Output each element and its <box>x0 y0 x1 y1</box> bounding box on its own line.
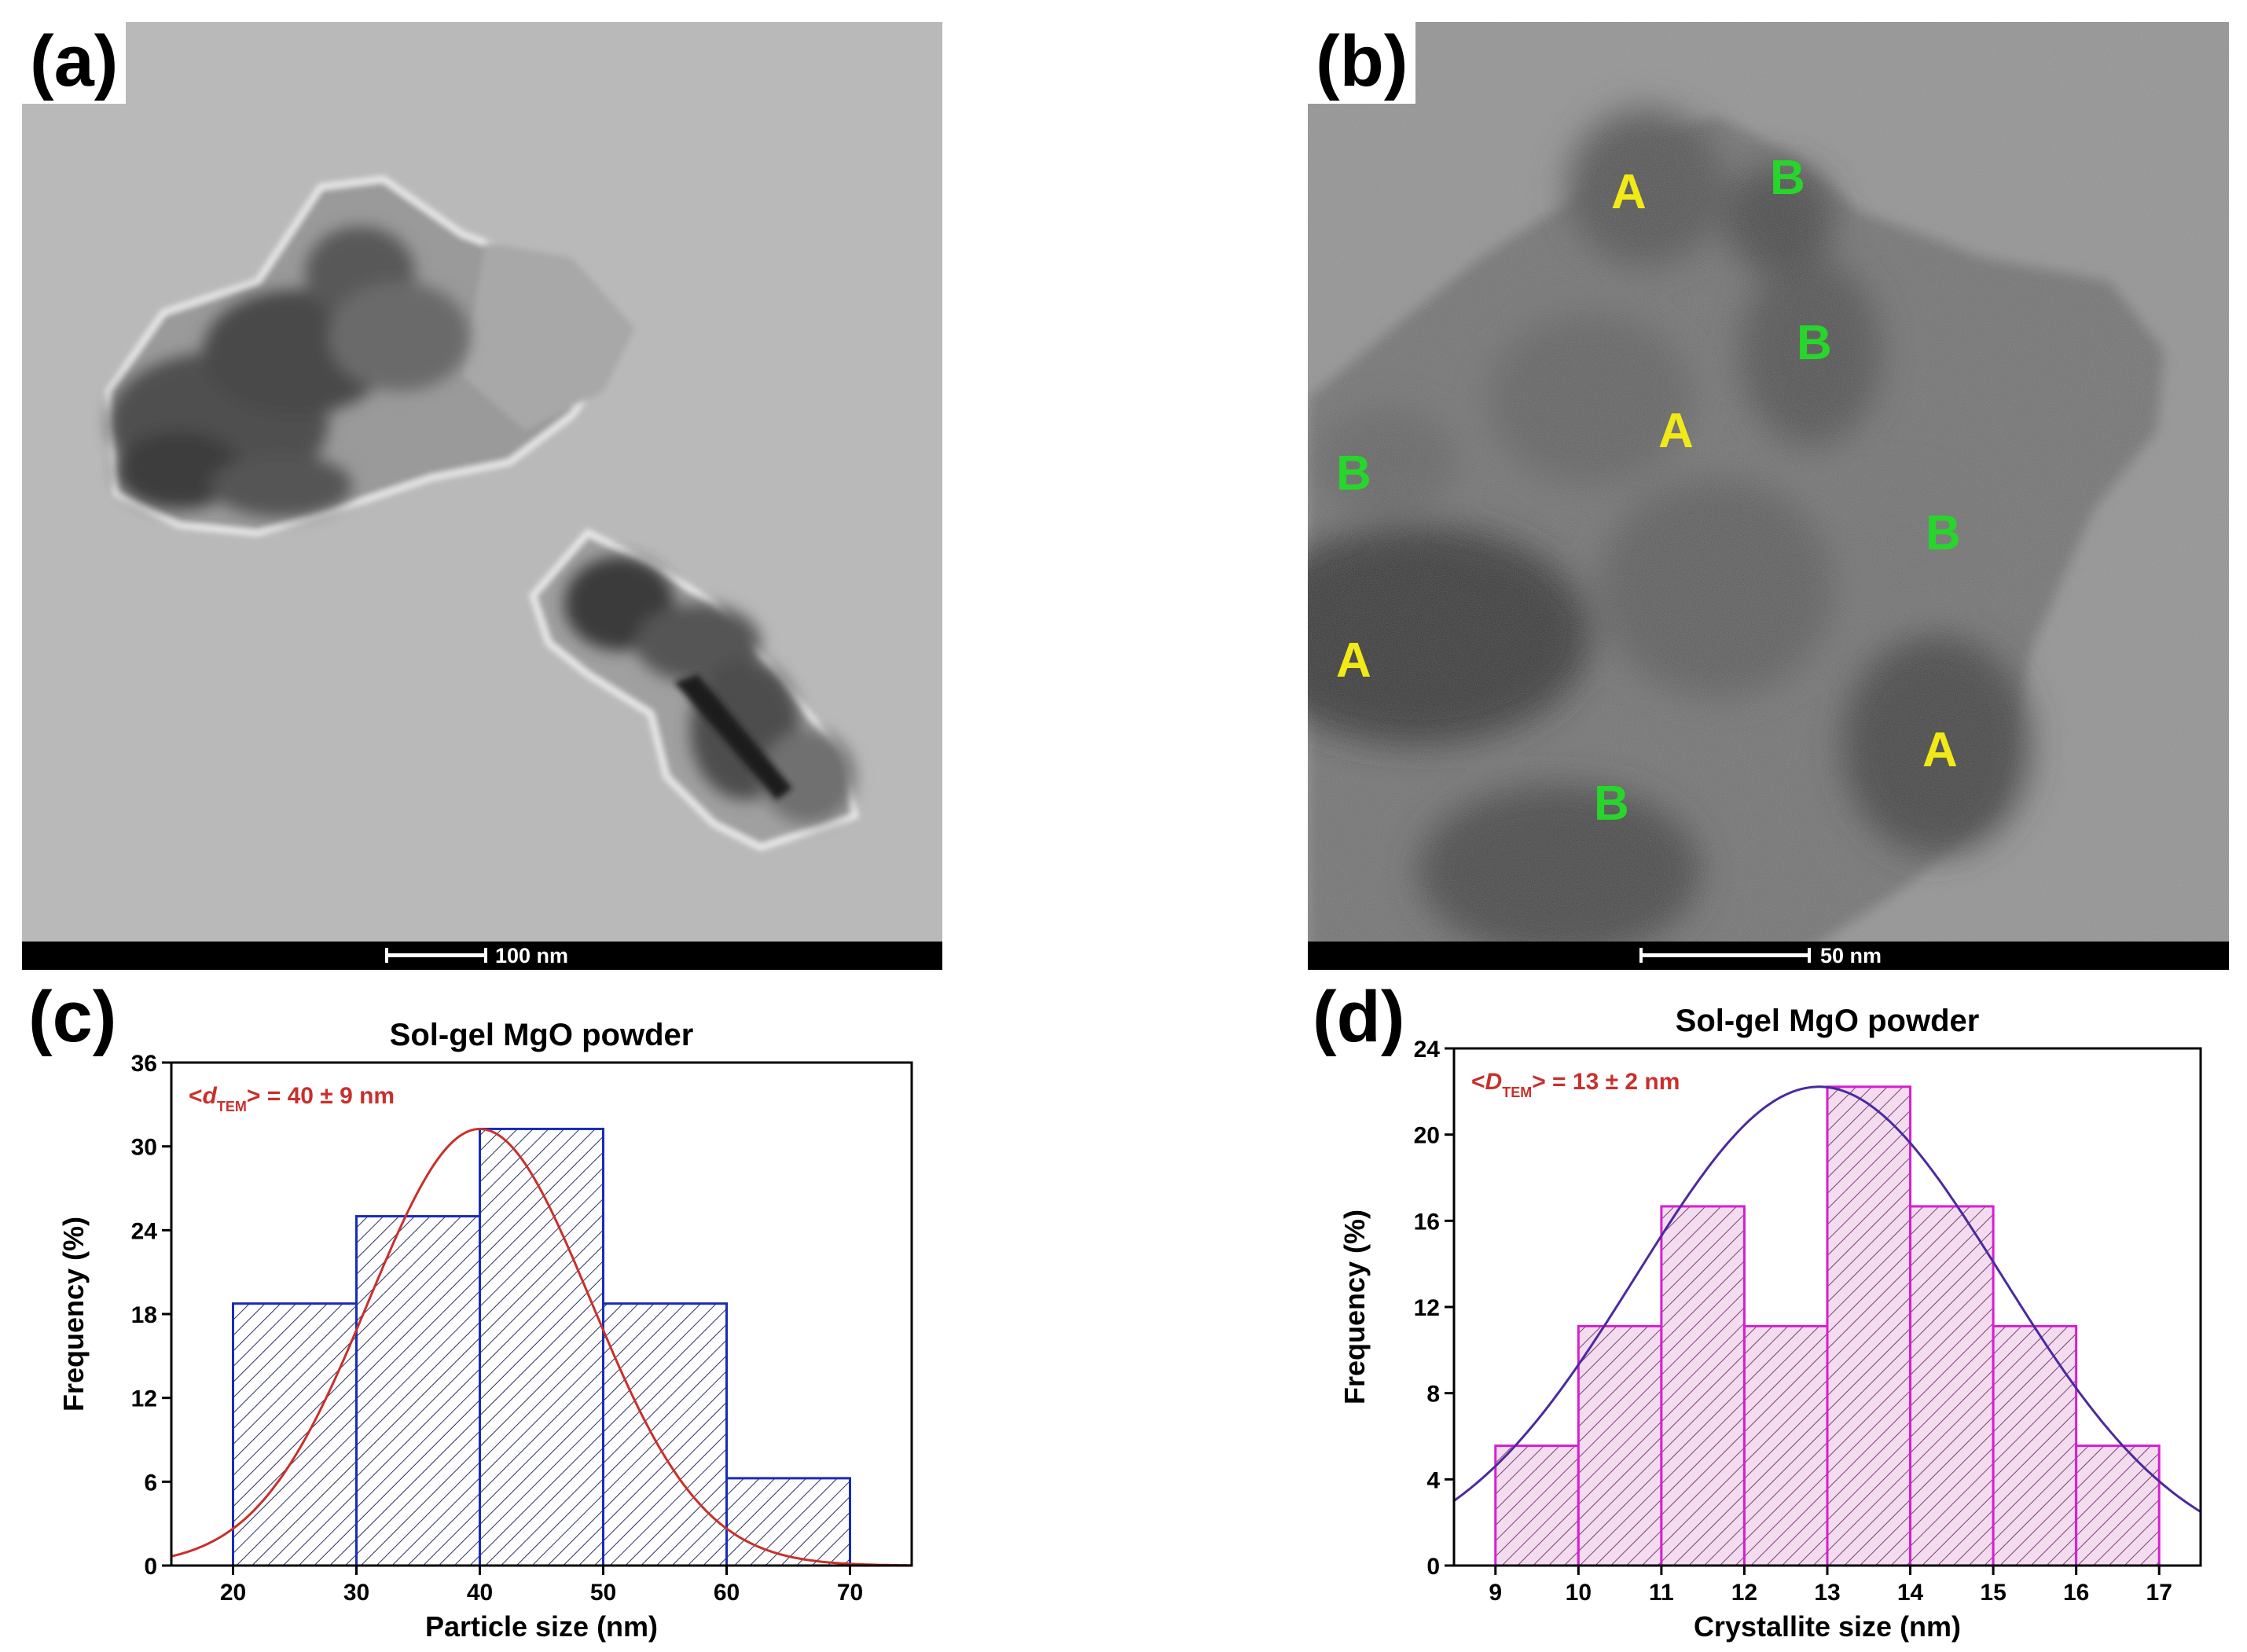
scale-bar-b: 50 nm <box>1308 942 2229 970</box>
x-tick-label: 17 <box>2146 1580 2172 1606</box>
y-axis-label: Frequency (%) <box>57 1217 90 1412</box>
region-marker: B <box>1770 151 1805 205</box>
y-tick-label: 18 <box>131 1302 157 1328</box>
region-marker: B <box>1797 316 1832 370</box>
y-tick-label: 0 <box>144 1554 157 1580</box>
panel-label-b: (b) <box>1308 22 1416 104</box>
histogram-bar <box>1494 1445 1580 1567</box>
scale-bar-label: 50 nm <box>1820 944 1882 967</box>
region-marker: B <box>1594 776 1629 831</box>
x-tick-label: 11 <box>1649 1580 1674 1606</box>
panel-label-a: (a) <box>22 22 127 104</box>
histogram-bar <box>725 1477 851 1567</box>
region-marker: A <box>1336 633 1371 688</box>
histogram-bar <box>602 1302 728 1567</box>
y-tick-label: 16 <box>1414 1209 1440 1235</box>
histogram-bar <box>2075 1445 2161 1567</box>
x-tick-label: 10 <box>1566 1580 1592 1606</box>
histogram-bar <box>1742 1324 1829 1567</box>
mean-size-annotation: <DTEM> = 13 ± 2 nm <box>1471 1069 1680 1100</box>
histogram-bar <box>1660 1205 1746 1567</box>
chart-title: Sol-gel MgO powder <box>1676 1004 1980 1038</box>
x-tick-label: 40 <box>467 1580 493 1606</box>
histogram-bar <box>355 1215 481 1567</box>
region-marker: A <box>1611 165 1647 219</box>
x-tick-label: 9 <box>1489 1580 1502 1606</box>
histogram-bar <box>479 1127 604 1567</box>
region-marker: B <box>1336 446 1371 501</box>
x-tick-label: 14 <box>1897 1580 1924 1606</box>
region-marker: A <box>1658 404 1694 458</box>
y-axis-label: Frequency (%) <box>1338 1210 1371 1404</box>
chart-title: Sol-gel MgO powder <box>390 1018 694 1052</box>
y-tick-label: 24 <box>131 1218 158 1244</box>
y-tick-label: 12 <box>131 1386 157 1412</box>
panel-label-d: (d) <box>1313 977 1405 1057</box>
histogram-bar <box>232 1302 358 1567</box>
y-tick-label: 8 <box>1426 1382 1440 1408</box>
scale-bar-label: 100 nm <box>495 944 569 967</box>
y-tick-label: 30 <box>131 1135 157 1161</box>
histogram-bar <box>1577 1324 1663 1567</box>
histogram-bar <box>1826 1085 1912 1567</box>
histogram-particle-size: 20 30 40 50 60 70 0 6 12 18 24 30 36 Sol-gel MgO powd… <box>57 1018 913 1643</box>
gaussian-fit-curve <box>171 1127 912 1567</box>
histogram-crystallite-size: 9 10 11 12 13 14 15 16 17 0 4 8 12 16 20 24 Sol-gel MgO … <box>1338 1004 2202 1643</box>
histogram-bar <box>1909 1205 1995 1567</box>
x-tick-label: 13 <box>1814 1580 1840 1606</box>
tem-micrograph-b <box>1308 22 2229 970</box>
y-tick-label: 4 <box>1426 1467 1440 1493</box>
x-tick-label: 16 <box>2063 1580 2089 1606</box>
x-tick-label: 15 <box>1980 1580 2006 1606</box>
tem-image-b: (b) A B B A B B A B A 50 nm <box>1308 22 2229 970</box>
y-tick-label: 36 <box>131 1051 157 1077</box>
region-marker: A <box>1922 723 1958 777</box>
region-marker: B <box>1926 506 1961 560</box>
mean-size-annotation: <dTEM> = 40 ± 9 nm <box>189 1083 395 1114</box>
y-tick-label: 0 <box>1426 1554 1440 1580</box>
x-axis-label: Crystallite size (nm) <box>1694 1610 1961 1643</box>
tem-micrograph-a <box>22 22 942 970</box>
scale-bar-a: 100 nm <box>22 942 942 970</box>
x-tick-label: 60 <box>714 1580 740 1606</box>
x-axis-label: Particle size (nm) <box>425 1610 658 1643</box>
y-tick-label: 24 <box>1414 1037 1441 1063</box>
y-tick-label: 6 <box>144 1470 157 1496</box>
tem-image-a: (a) 100 nm <box>22 22 942 970</box>
x-tick-label: 30 <box>343 1580 369 1606</box>
x-tick-label: 50 <box>590 1580 616 1606</box>
gaussian-fit-curve <box>1453 1085 2201 1513</box>
y-tick-label: 20 <box>1414 1123 1440 1149</box>
y-tick-label: 12 <box>1414 1295 1440 1321</box>
x-tick-label: 20 <box>220 1580 246 1606</box>
panel-label-c: (c) <box>28 977 117 1057</box>
x-tick-label: 70 <box>837 1580 863 1606</box>
histogram-bar <box>1992 1324 2078 1567</box>
x-tick-label: 12 <box>1731 1580 1757 1606</box>
